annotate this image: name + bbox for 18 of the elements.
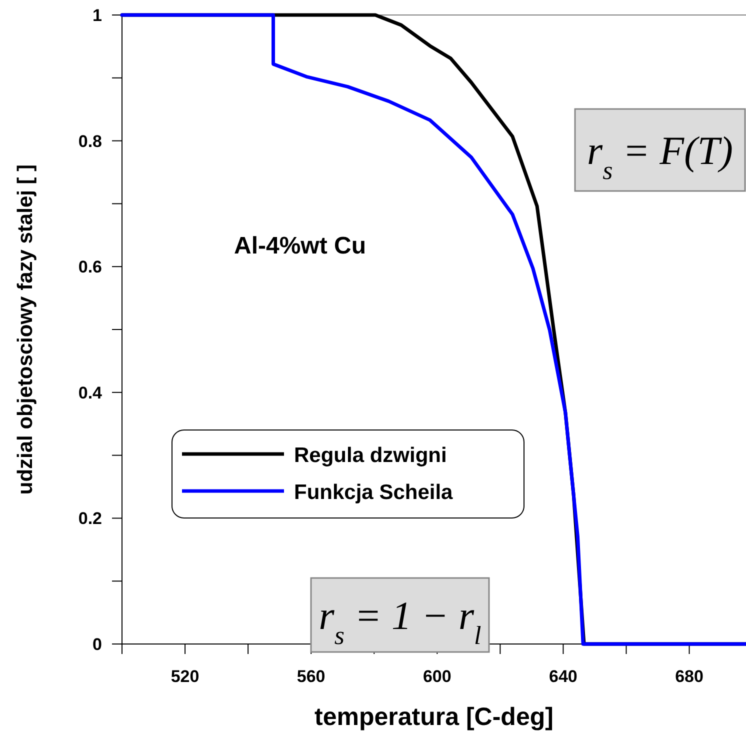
y-tick-label: 1 bbox=[92, 6, 102, 25]
x-tick-label: 600 bbox=[422, 667, 452, 686]
annotation: r$_{s}$ = F(T) bbox=[586, 128, 734, 184]
y-tick-label: 0 bbox=[92, 635, 102, 654]
y-tick-label: 0.2 bbox=[78, 509, 102, 528]
y-tick-label: 0.4 bbox=[78, 383, 103, 402]
legend-label: Funkcja Scheila bbox=[294, 481, 454, 504]
x-tick-label: 560 bbox=[296, 667, 326, 686]
annotation: r$_{s}$ = 1 − r$_{l}$ bbox=[318, 593, 482, 650]
x-tick-label: 680 bbox=[675, 667, 704, 686]
y-tick-label: 0.8 bbox=[78, 132, 102, 151]
x-tick-label: 520 bbox=[170, 667, 200, 686]
y-tick-label: 0.6 bbox=[78, 258, 102, 277]
y-axis-title: udzial objetosciowy fazy stalej [ ] bbox=[14, 164, 37, 495]
x-axis-title: temperatura [C-deg] bbox=[314, 703, 554, 731]
annotation: Al-4%wt Cu bbox=[234, 232, 366, 260]
x-tick-label: 640 bbox=[549, 667, 578, 686]
legend-label: Regula dzwigni bbox=[294, 444, 447, 467]
